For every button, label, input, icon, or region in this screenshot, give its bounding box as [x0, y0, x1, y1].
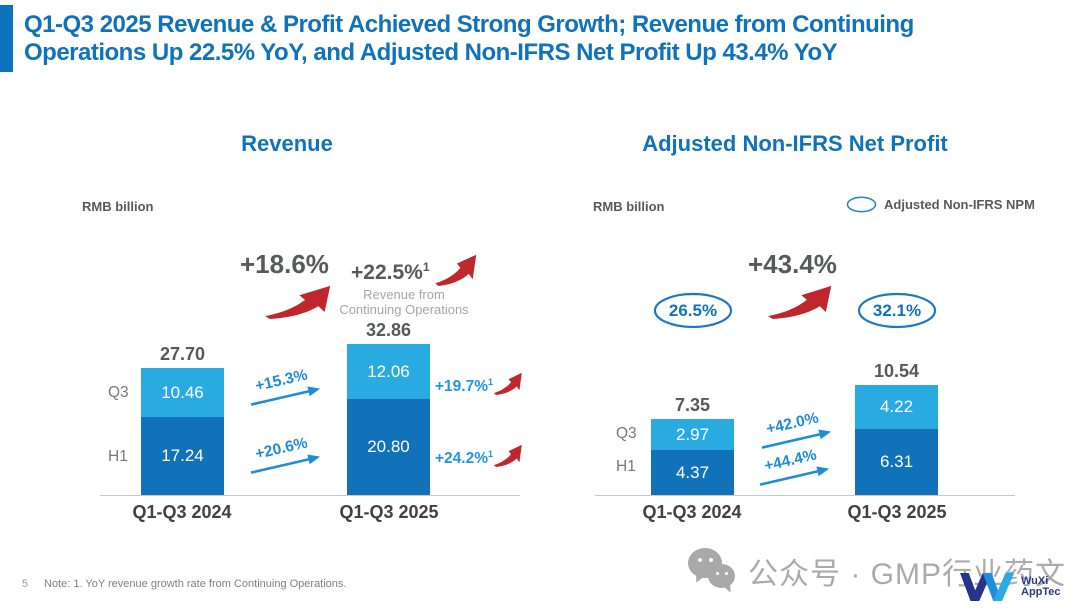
npm-legend: Adjusted Non-IFRS NPM [846, 196, 1035, 213]
revenue-2024-q3-segment: 10.46 [141, 368, 224, 417]
revenue-bar-2024: 10.46 17.24 [141, 368, 224, 495]
red-growth-arrow-icon [435, 254, 477, 286]
revenue-continuing-caption: Revenue from Continuing Operations [339, 287, 469, 317]
wuxi-apptec-logo: WuXi AppTec [960, 573, 1061, 601]
title-accent-bar [0, 5, 13, 72]
net-profit-bar-2024: 2.97 4.37 [651, 419, 734, 495]
npm-2025-badge: 32.1% [857, 292, 937, 329]
npm-2024-badge: 26.5% [653, 292, 733, 329]
page-title-line2: Operations Up 22.5% YoY, and Adjusted No… [24, 39, 838, 66]
net-profit-2024-h1-segment: 4.37 [651, 450, 734, 495]
revenue-unit-label: RMB billion [82, 199, 154, 214]
red-growth-arrow-icon [493, 372, 522, 395]
net-profit-unit-label: RMB billion [593, 199, 665, 214]
revenue-q3-growth: +15.3% [244, 364, 321, 410]
revenue-category-2024: Q1-Q3 2024 [132, 502, 232, 522]
revenue-chart-title: Revenue [241, 131, 333, 156]
revenue-category-2025: Q1-Q3 2025 [339, 502, 439, 522]
revenue-q3-growth-continuing: +19.7%1 [435, 377, 494, 396]
revenue-bar-2025: 12.06 20.80 [347, 344, 430, 495]
net-profit-2024-total: 7.35 [674, 395, 711, 415]
ellipse-icon [857, 292, 937, 329]
red-growth-arrow-icon [493, 444, 522, 467]
page-number: 5 [22, 578, 29, 590]
ellipse-legend-icon [846, 196, 877, 213]
revenue-axis-line [100, 495, 520, 496]
net-profit-2025-q3-segment: 4.22 [855, 385, 938, 429]
wuxi-w-mark-icon [960, 573, 1015, 601]
revenue-2025-h1-segment: 20.80 [347, 399, 430, 495]
footnote: Note: 1. YoY revenue growth rate from Co… [44, 578, 347, 590]
revenue-2025-q3-segment: 12.06 [347, 344, 430, 399]
net-profit-category-2025: Q1-Q3 2025 [847, 502, 947, 522]
red-growth-arrow-icon [768, 285, 832, 319]
net-profit-h1-axis-label: H1 [616, 458, 636, 475]
ellipse-icon [653, 292, 733, 329]
revenue-h1-growth: +20.6% [244, 432, 321, 478]
net-profit-q3-axis-label: Q3 [616, 425, 637, 442]
revenue-h1-growth-continuing: +24.2%1 [435, 449, 494, 468]
net-profit-yoy-total: +43.4% [748, 249, 837, 279]
wechat-icon [688, 548, 738, 594]
net-profit-axis-line [595, 495, 1015, 496]
revenue-2025-total: 32.86 [365, 320, 412, 340]
net-profit-h1-growth: +44.4% [753, 444, 830, 490]
net-profit-category-2024: Q1-Q3 2024 [642, 502, 742, 522]
net-profit-2025-total: 10.54 [873, 361, 920, 381]
page-title-line1: Q1-Q3 2025 Revenue & Profit Achieved Str… [24, 11, 914, 38]
net-profit-q3-growth: +42.0% [755, 407, 832, 453]
page-title: Q1-Q3 2025 Revenue & Profit Achieved Str… [24, 11, 1070, 67]
revenue-h1-axis-label: H1 [108, 448, 128, 465]
red-growth-arrow-icon [265, 285, 331, 319]
revenue-2024-total: 27.70 [159, 344, 206, 364]
blue-arrow-icon [250, 386, 321, 406]
net-profit-chart-title: Adjusted Non-IFRS Net Profit [642, 131, 948, 156]
revenue-yoy-total: +18.6% [240, 249, 329, 279]
blue-arrow-icon [250, 454, 321, 474]
net-profit-2024-q3-segment: 2.97 [651, 419, 734, 450]
net-profit-2025-h1-segment: 6.31 [855, 429, 938, 495]
revenue-q3-axis-label: Q3 [108, 384, 129, 401]
revenue-yoy-continuing: +22.5%1 [351, 260, 430, 284]
footnote-marker: 1 [422, 260, 430, 274]
blue-arrow-icon [759, 466, 830, 486]
net-profit-bar-2025: 4.22 6.31 [855, 385, 938, 495]
npm-legend-label: Adjusted Non-IFRS NPM [884, 197, 1035, 212]
wuxi-apptec-wordmark: WuXi AppTec [1021, 575, 1061, 598]
blue-arrow-icon [761, 429, 832, 449]
revenue-2024-h1-segment: 17.24 [141, 417, 224, 495]
